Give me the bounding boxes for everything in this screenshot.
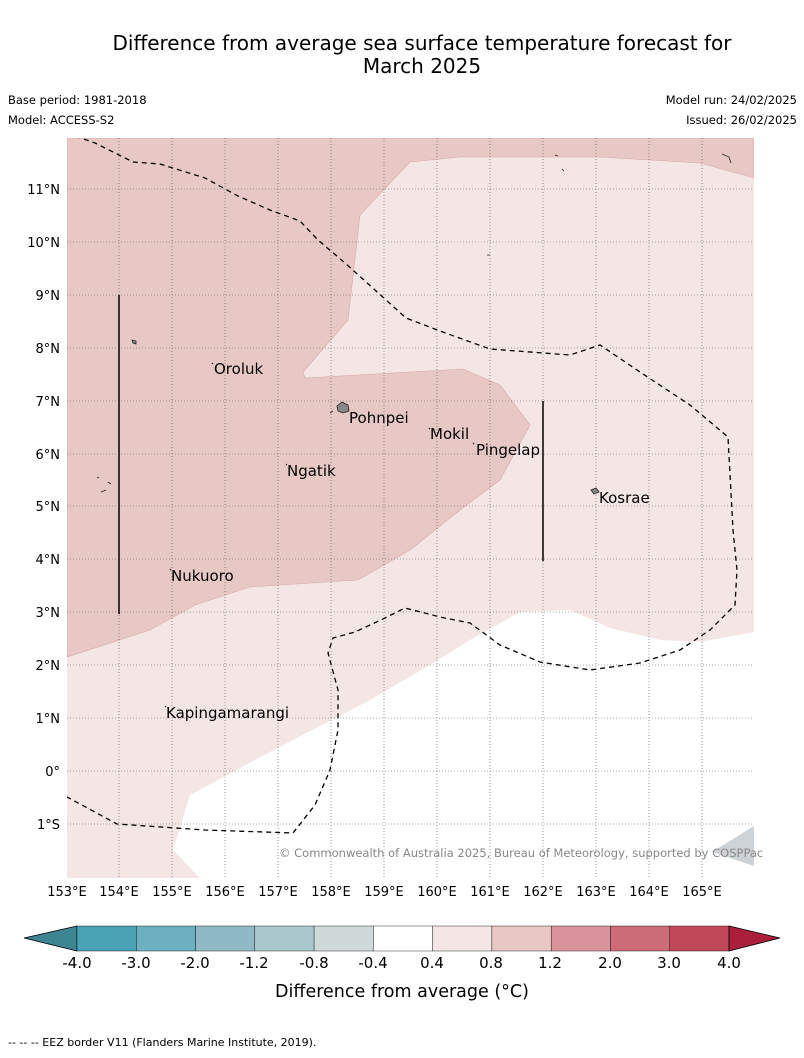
colorbar-tick: -2.0	[180, 954, 209, 972]
colorbar-tick: -0.4	[358, 954, 387, 972]
cosppac-logo	[712, 826, 754, 866]
lat-label: 5°N	[36, 500, 61, 515]
lon-label: 159°E	[364, 885, 404, 900]
colorbar-tick: 3.0	[657, 954, 681, 972]
lat-label: 0°	[45, 765, 60, 780]
model-name: Model: ACCESS-S2	[8, 113, 115, 127]
colorbar-bin	[136, 925, 196, 952]
colorbar-tick: 1.2	[538, 954, 562, 972]
lat-label: 7°N	[36, 395, 61, 410]
anomaly-band-0-8-to-1-2	[67, 138, 754, 658]
place-markers	[164, 362, 475, 708]
lat-label: 6°N	[36, 448, 61, 463]
forecast-field: Oroluk Pohnpei Mokil Pingelap Ngatik Kos…	[67, 138, 754, 878]
colorbar-tick: 0.8	[479, 954, 503, 972]
colorbar-bin	[669, 925, 730, 952]
lat-label: 3°N	[36, 606, 61, 621]
model-run: Model run: 24/02/2025	[665, 93, 797, 107]
title-line-1: Difference from average sea surface temp…	[112, 31, 732, 55]
lat-label: 11°N	[27, 183, 60, 198]
lon-label: 160°E	[417, 885, 457, 900]
colorbar-over-arrow	[728, 925, 781, 952]
issued-date: Issued: 26/02/2025	[686, 113, 797, 127]
copyright-text: © Commonwealth of Australia 2025, Bureau…	[279, 846, 763, 860]
colorbar-tick: 0.4	[420, 954, 444, 972]
base-period: Base period: 1981-2018	[8, 93, 147, 107]
lon-label: 154°E	[99, 885, 139, 900]
map-figure: Oroluk Pohnpei Mokil Pingelap Ngatik Kos…	[23, 138, 781, 1002]
colorbar-bin	[373, 925, 433, 952]
place-label-kosrae: Kosrae	[599, 489, 650, 507]
colorbar: -4.0 -3.0 -2.0 -1.2 -0.8 -0.4 0.4 0.8 1.…	[23, 925, 781, 1002]
islands	[96, 153, 732, 495]
map-title: Difference from average sea surface temp…	[0, 32, 804, 78]
colorbar-bin	[76, 925, 137, 952]
colorbar-bin	[195, 925, 256, 952]
place-label-oroluk: Oroluk	[214, 360, 263, 378]
lat-label: 8°N	[36, 342, 61, 357]
lat-label: 2°N	[36, 659, 61, 674]
latitude-labels: 11°N 10°N 9°N 8°N 7°N 6°N 5°N 4°N 3°N 2°…	[27, 183, 60, 833]
lat-label: 9°N	[36, 289, 61, 304]
lon-label: 162°E	[523, 885, 563, 900]
pohnpei-island	[336, 401, 350, 414]
colorbar-tick: -3.0	[121, 954, 150, 972]
lat-label: 1°N	[36, 712, 61, 727]
colorbar-tick: -1.2	[239, 954, 268, 972]
colorbar-tick: 4.0	[717, 954, 741, 972]
lon-label: 161°E	[470, 885, 510, 900]
kosrae-island	[590, 487, 600, 495]
place-label-ngatik: Ngatik	[287, 462, 336, 480]
lon-label: 163°E	[576, 885, 616, 900]
colorbar-bin	[313, 925, 374, 952]
place-label-nukuoro: Nukuoro	[171, 567, 234, 585]
eez-border	[67, 138, 738, 834]
place-label-pingelap: Pingelap	[476, 441, 540, 459]
graticule	[67, 138, 754, 878]
colorbar-tick: -4.0	[62, 954, 91, 972]
place-label-pohnpei: Pohnpei	[349, 409, 409, 427]
colorbar-tick-labels: -4.0 -3.0 -2.0 -1.2 -0.8 -0.4 0.4 0.8 1.…	[62, 954, 741, 972]
lon-label: 165°E	[682, 885, 722, 900]
colorbar-bins	[76, 925, 730, 952]
colorbar-label: Difference from average (°C)	[275, 982, 529, 1002]
colorbar-bin	[491, 925, 552, 952]
colorbar-bin	[610, 925, 670, 952]
place-label-mokil: Mokil	[430, 425, 469, 443]
colorbar-tick: 2.0	[598, 954, 622, 972]
lat-label: 10°N	[27, 236, 60, 251]
lon-label: 164°E	[629, 885, 669, 900]
small-islets	[329, 254, 490, 414]
lon-label: 157°E	[258, 885, 298, 900]
colorbar-bin	[550, 925, 611, 952]
lon-label: 153°E	[47, 885, 87, 900]
anomaly-band-neutral	[173, 610, 754, 878]
colorbar-tick: -0.8	[299, 954, 328, 972]
lat-label: 1°S	[37, 818, 60, 833]
atoll-southwest	[96, 476, 112, 493]
lon-label: 156°E	[205, 885, 245, 900]
atoll-west	[131, 339, 137, 345]
colorbar-bin	[432, 925, 493, 952]
colorbar-under-arrow	[23, 925, 78, 952]
longitude-labels: 153°E 154°E 155°E 156°E 157°E 158°E 159°…	[47, 885, 722, 900]
eez-legend-note: -- -- -- EEZ border V11 (Flanders Marine…	[8, 1036, 317, 1049]
atolls-north	[554, 153, 732, 172]
lat-label: 4°N	[36, 553, 61, 568]
lon-label: 155°E	[152, 885, 192, 900]
place-label-kapingamarangi: Kapingamarangi	[166, 704, 289, 722]
lon-label: 158°E	[311, 885, 351, 900]
title-line-2: March 2025	[362, 54, 482, 78]
place-labels: Oroluk Pohnpei Mokil Pingelap Ngatik Kos…	[166, 360, 650, 722]
colorbar-bin	[254, 925, 315, 952]
